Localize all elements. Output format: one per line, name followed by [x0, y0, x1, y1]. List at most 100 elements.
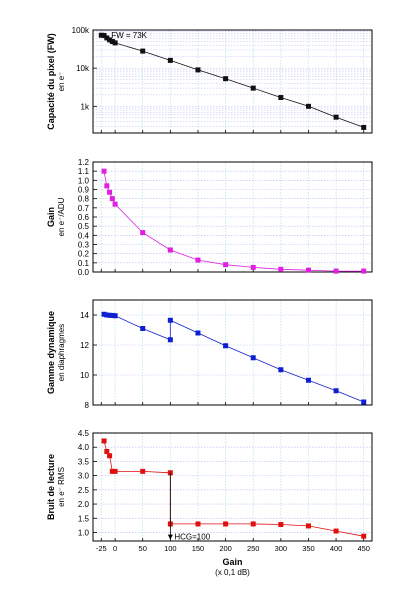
data-point [278, 95, 284, 101]
y-tick-label: 1.1 [78, 167, 90, 176]
data-point [278, 522, 284, 528]
data-point [223, 76, 229, 82]
x-tick-label: 150 [192, 544, 205, 553]
data-point [305, 523, 311, 529]
y-tick-label: 4.0 [78, 443, 90, 452]
y-tick-label: 3.0 [78, 472, 90, 481]
y-tick-label: 4.5 [78, 429, 90, 438]
data-point [278, 367, 284, 373]
data-point [333, 114, 339, 120]
panel-2: 0.00.10.20.30.40.50.60.70.80.91.01.11.2 G… [46, 158, 373, 277]
data-point [104, 183, 110, 189]
data-point [195, 67, 201, 73]
data-point [223, 343, 229, 349]
data-point [361, 533, 367, 539]
data-point [333, 268, 339, 274]
annotation-fw: FW = 73K [111, 31, 147, 40]
data-point [167, 337, 173, 343]
data-point [250, 521, 256, 527]
data-point [140, 48, 146, 54]
x-tick-label: 400 [330, 544, 343, 553]
plot-frame [92, 299, 373, 406]
x-tick-label: 350 [302, 544, 315, 553]
y-tick-label: 0.4 [78, 231, 90, 240]
data-point [278, 266, 284, 272]
y-tick-label: 100k [72, 26, 90, 35]
y-tick-label: 10k [76, 64, 90, 73]
y-tick-label: 3.5 [78, 457, 90, 466]
y-tick-label: 1.0 [78, 176, 90, 185]
y-axis-label: Bruit de lecture [46, 454, 56, 520]
y-tick-label: 0.5 [78, 222, 90, 231]
data-point [101, 168, 107, 174]
plot-frame [92, 432, 373, 542]
x-tick-label: 300 [275, 544, 288, 553]
data-point [195, 521, 201, 527]
y-tick-label: 0.1 [78, 259, 90, 268]
x-tick-label: 200 [219, 544, 232, 553]
data-point [112, 468, 118, 474]
data-point [305, 103, 311, 109]
data-point [140, 326, 146, 331]
data-point [361, 399, 367, 405]
data-point [140, 230, 146, 236]
y-axis-sublabel: en e⁻/ADU [57, 197, 66, 236]
data-point [333, 528, 339, 534]
y-tick-label: 1.5 [78, 514, 90, 523]
y-tick-label: 0.2 [78, 250, 90, 259]
data-point [195, 257, 201, 263]
y-tick-label: 2.0 [78, 500, 90, 509]
y-tick-label: 1.0 [78, 528, 90, 537]
x-tick-label: 100 [164, 544, 177, 553]
y-tick-label: 0.7 [78, 204, 90, 213]
y-axis-sublabel: en diaphragmes [57, 324, 66, 381]
annotation-hcg: HCG=100 [174, 533, 210, 542]
y-axis-label: Gain [46, 207, 56, 227]
data-point [107, 189, 113, 195]
data-point [104, 448, 110, 454]
data-point [107, 312, 113, 318]
data-point [167, 57, 173, 63]
data-point [109, 196, 115, 202]
y-tick-label: 0.8 [78, 195, 90, 204]
y-tick-label: 0.6 [78, 213, 90, 222]
data-point [109, 468, 115, 474]
y-axis-sublabel: en e⁻ [57, 72, 66, 92]
data-point [305, 377, 311, 383]
data-point [109, 312, 115, 318]
data-point [223, 521, 229, 527]
data-point [140, 468, 146, 474]
y-tick-label: 1k [81, 102, 90, 111]
data-point [361, 124, 367, 130]
data-point [101, 438, 107, 444]
x-tick-label: 450 [357, 544, 370, 553]
data-point [361, 268, 367, 274]
y-tick-label: 8 [85, 401, 90, 410]
data-point [98, 32, 104, 38]
panel-3: 8 10 12 14 Gamme dynamique en diaphragmes [46, 299, 373, 410]
data-point [167, 317, 173, 323]
data-point [250, 264, 256, 270]
data-point [101, 32, 107, 38]
data-point [101, 311, 107, 317]
plot-frame [92, 29, 373, 134]
x-tick-label: -25 [96, 544, 107, 553]
data-point [107, 453, 113, 459]
data-point [250, 85, 256, 91]
y-tick-label: 2.5 [78, 486, 90, 495]
y-tick-label: 14 [80, 311, 89, 320]
data-point [109, 38, 115, 44]
data-point [104, 35, 110, 41]
data-point [104, 312, 110, 318]
x-axis-sublabel: (x 0,1 dB) [215, 568, 250, 577]
data-point [112, 40, 118, 46]
x-tick-label: 50 [139, 544, 147, 553]
x-tick-label: 0 [113, 544, 117, 553]
y-axis-label: Capacité du pixel (FW) [46, 33, 56, 130]
hcg-arrow-head [167, 534, 173, 540]
panel-4: 1.0 1.5 2.0 2.5 3.0 3.5 4.0 4.5 Bruit de lecture… [46, 429, 373, 542]
y-axis-sublabel: en e⁻ RMS [57, 467, 66, 507]
data-point [305, 267, 311, 273]
y-tick-label: 0.9 [78, 186, 90, 195]
data-point [112, 313, 118, 319]
